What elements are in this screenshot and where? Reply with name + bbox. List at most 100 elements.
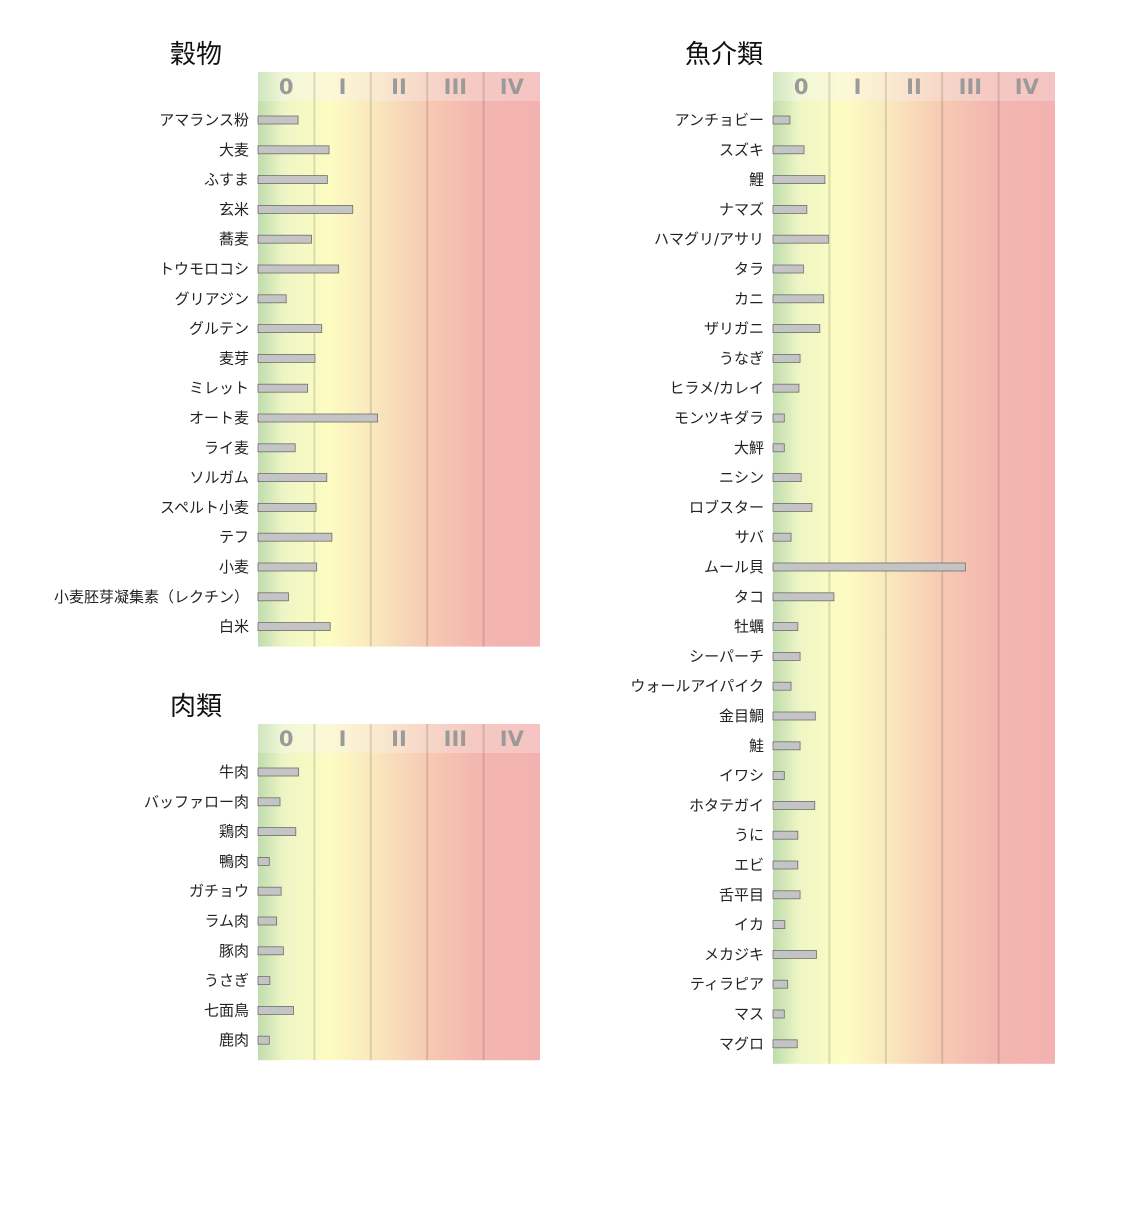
bar: [772, 353, 801, 363]
bar: [772, 979, 789, 989]
category-label: トウモロコシ: [159, 260, 249, 278]
chart-title: 穀物: [170, 40, 222, 70]
category-label: グリアジン: [175, 290, 249, 308]
category-label: 小麦: [219, 558, 249, 576]
category-label: バッファロー肉: [144, 793, 249, 811]
scale-label: I: [854, 75, 862, 99]
category-label: 鴨肉: [219, 852, 249, 870]
scale-label: 0: [279, 727, 294, 751]
category-label: 鮭: [749, 737, 764, 755]
category-label: うに: [734, 826, 764, 844]
plot-background: [258, 724, 540, 1061]
bar: [772, 413, 785, 423]
bar: [772, 681, 792, 691]
category-label: スズキ: [719, 141, 764, 159]
bar: [257, 946, 284, 956]
category-label: 牡蠣: [734, 618, 764, 636]
category-label: シーパーチ: [689, 647, 764, 665]
bar: [772, 204, 808, 214]
category-label: アマランス粉: [159, 111, 249, 129]
category-label: グルテン: [189, 320, 249, 338]
scale-label: I: [339, 75, 347, 99]
bar: [257, 976, 271, 985]
scale-header: [773, 72, 1055, 101]
scale-header: [258, 724, 540, 753]
bar: [772, 622, 799, 631]
category-label: 豚肉: [219, 942, 249, 960]
category-label: オート麦: [189, 409, 249, 427]
category-label: 白米: [219, 618, 249, 636]
category-label: ヒラメ/カレイ: [669, 379, 764, 397]
bar: [257, 827, 297, 836]
bar: [772, 1009, 785, 1019]
bar: [772, 652, 801, 661]
bar: [772, 860, 799, 870]
bar: [257, 413, 378, 423]
bar: [257, 264, 340, 274]
category-label: うさぎ: [204, 972, 249, 990]
bar: [257, 204, 354, 214]
category-label: 玄米: [219, 200, 249, 218]
bar: [257, 916, 278, 926]
scale-header: [258, 72, 540, 101]
bar: [772, 145, 805, 155]
category-label: ソルガム: [189, 469, 249, 487]
bar: [257, 473, 328, 483]
bar: [257, 857, 270, 866]
scale-label: I: [339, 727, 347, 751]
chart-1: 肉類0 I II III IV牛肉バッファロー肉鶏肉鴨肉ガチョウラム肉豚肉うさぎ七面鳥鹿…: [144, 692, 540, 1061]
bar: [257, 145, 330, 155]
bar: [257, 443, 296, 453]
category-label: 鹿肉: [219, 1031, 249, 1049]
category-label: ラム肉: [204, 912, 249, 930]
category-label: ミレット: [189, 379, 249, 397]
bar: [772, 234, 829, 244]
bar: [772, 264, 804, 274]
category-label: うなぎ: [719, 349, 764, 367]
category-label: エビ: [734, 856, 764, 874]
bar: [257, 234, 312, 244]
category-label: ライ麦: [204, 439, 249, 457]
category-label: スペルト小麦: [160, 498, 249, 516]
bar: [257, 532, 333, 542]
category-label: カニ: [734, 290, 764, 308]
bar: [772, 830, 799, 840]
bar: [772, 890, 801, 900]
bar: [257, 1035, 270, 1045]
bar: [772, 950, 817, 959]
category-label: 金目鯛: [719, 707, 764, 725]
scale-label: II: [906, 75, 922, 99]
bar: [772, 324, 821, 334]
bar: [257, 592, 289, 602]
category-label: 舌平目: [719, 886, 764, 904]
scale-label: II: [391, 75, 407, 99]
category-label: ガチョウ: [189, 882, 249, 900]
category-label: マグロ: [719, 1035, 764, 1053]
bar: [772, 920, 786, 929]
category-label: ホタテガイ: [689, 796, 764, 814]
bar: [772, 175, 826, 185]
bar: [772, 741, 801, 751]
scale-label: IV: [1015, 75, 1040, 99]
category-label: サバ: [735, 528, 764, 546]
bar: [257, 767, 300, 777]
bar: [257, 886, 282, 896]
chart-title: 肉類: [170, 692, 222, 722]
scale-label: IV: [500, 75, 525, 99]
scale-label: II: [391, 727, 407, 751]
bar: [772, 562, 966, 572]
bar: [257, 324, 323, 334]
category-label: ティラピア: [690, 975, 764, 993]
bar: [772, 115, 791, 125]
bar: [772, 443, 785, 453]
scale-label: III: [444, 727, 467, 751]
category-label: ニシン: [719, 469, 764, 487]
category-label: ナマズ: [719, 200, 764, 218]
bar: [257, 115, 299, 125]
bar: [257, 1006, 294, 1015]
scale-label: 0: [794, 75, 809, 99]
category-label: 牛肉: [219, 763, 249, 781]
bar: [772, 592, 835, 602]
bar: [772, 771, 785, 780]
